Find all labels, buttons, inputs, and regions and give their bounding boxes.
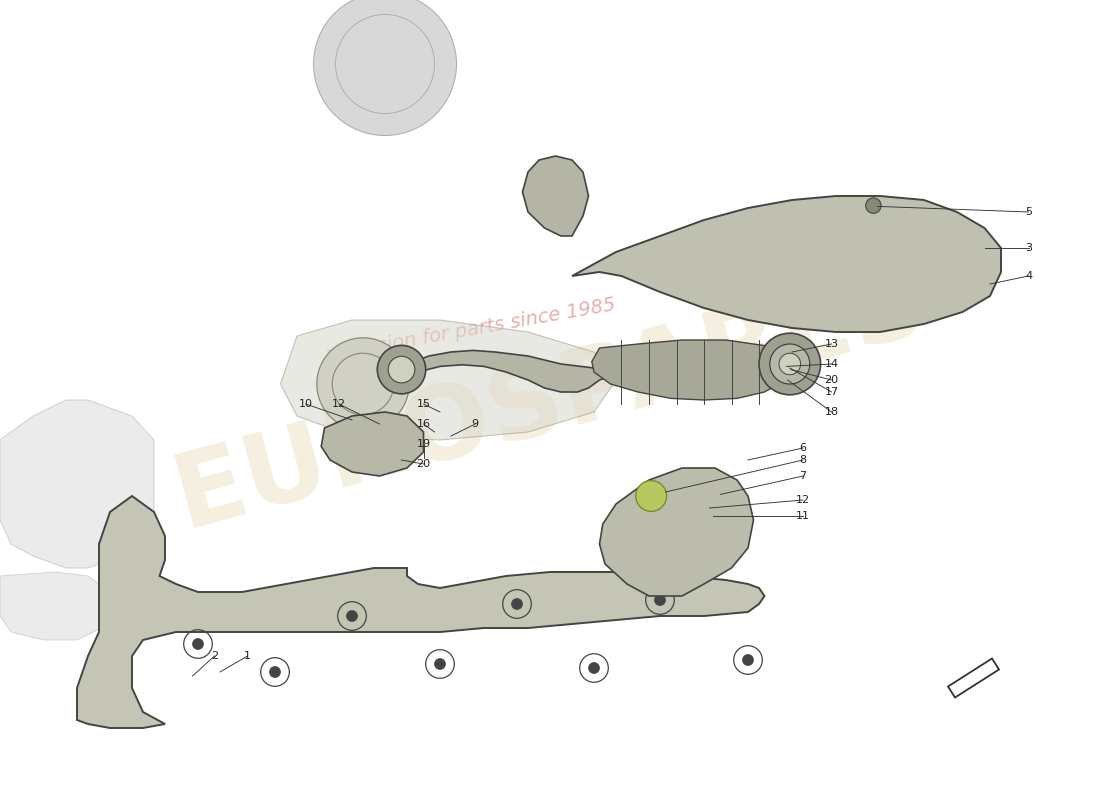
Text: 4: 4	[1025, 271, 1032, 281]
Polygon shape	[948, 658, 999, 698]
Circle shape	[770, 344, 810, 384]
Circle shape	[346, 610, 358, 622]
Circle shape	[434, 658, 446, 670]
Text: 5: 5	[1025, 207, 1032, 217]
Text: 8: 8	[800, 455, 806, 465]
Polygon shape	[77, 496, 764, 728]
Circle shape	[317, 338, 409, 430]
Text: 19: 19	[417, 439, 430, 449]
Text: 18: 18	[825, 407, 838, 417]
Circle shape	[866, 198, 881, 214]
Text: 16: 16	[417, 419, 430, 429]
Circle shape	[314, 0, 456, 135]
Text: 20: 20	[417, 459, 430, 469]
Text: a passion for parts since 1985: a passion for parts since 1985	[323, 295, 617, 365]
Circle shape	[779, 354, 801, 374]
Text: 13: 13	[825, 339, 838, 349]
Text: 2: 2	[211, 651, 218, 661]
Polygon shape	[592, 340, 786, 400]
Circle shape	[742, 654, 754, 666]
Text: 14: 14	[825, 359, 838, 369]
Circle shape	[588, 662, 600, 674]
Circle shape	[377, 346, 426, 394]
Text: 12: 12	[796, 495, 810, 505]
Text: 7: 7	[800, 471, 806, 481]
Polygon shape	[0, 572, 110, 640]
Text: 15: 15	[417, 399, 430, 409]
Text: 17: 17	[825, 387, 838, 397]
Polygon shape	[280, 320, 616, 440]
Text: 3: 3	[1025, 243, 1032, 253]
Polygon shape	[321, 412, 424, 476]
Text: EUROSPARES: EUROSPARES	[164, 251, 936, 549]
Circle shape	[759, 334, 821, 395]
Circle shape	[636, 481, 667, 511]
Circle shape	[654, 594, 666, 606]
Polygon shape	[572, 196, 1001, 332]
Text: 1: 1	[244, 651, 251, 661]
Text: 20: 20	[825, 375, 838, 385]
Text: 10: 10	[299, 399, 312, 409]
Circle shape	[192, 638, 204, 650]
Polygon shape	[522, 156, 588, 236]
Text: 11: 11	[796, 511, 810, 521]
Circle shape	[270, 666, 280, 678]
Polygon shape	[0, 400, 154, 568]
Polygon shape	[388, 346, 776, 392]
Text: 6: 6	[800, 443, 806, 453]
Circle shape	[388, 356, 415, 383]
Circle shape	[512, 598, 522, 610]
Text: 9: 9	[472, 419, 478, 429]
Text: 12: 12	[332, 399, 345, 409]
Polygon shape	[600, 468, 754, 596]
